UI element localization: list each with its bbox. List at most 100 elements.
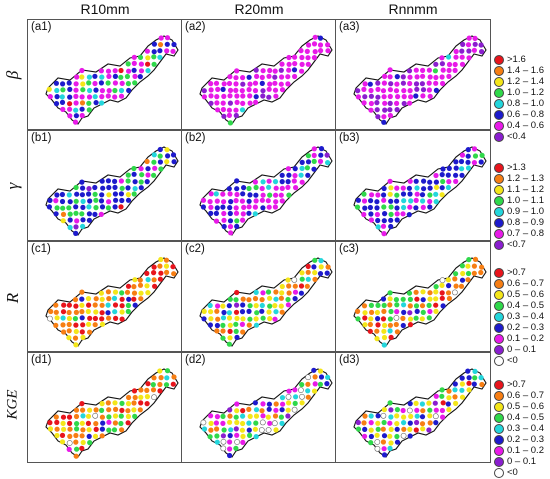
station-point [132,73,138,79]
station-point [471,263,477,269]
station-point [446,165,452,171]
station-point [355,308,361,314]
station-point [118,87,125,94]
station-point [394,421,400,427]
legend-item: >0.7 [494,267,550,279]
station-point [73,210,79,216]
station-point [234,223,240,229]
station-point [106,88,112,94]
basin-map [353,35,487,125]
station-point [459,61,466,67]
legend-label: 0.1 – 0.2 [507,445,544,456]
station-point [375,192,381,198]
legend-item: 0.2 – 0.3 [494,322,550,334]
legend-item: 0.8 – 0.9 [494,217,550,229]
station-point [214,100,220,106]
station-point [305,374,311,381]
station-point [170,264,176,270]
station-point [151,375,157,381]
station-point [414,419,420,426]
station-point [304,165,310,171]
station-point [407,191,413,197]
station-point [233,81,239,87]
station-point [145,277,151,283]
station-point [446,61,453,68]
station-point [367,321,373,328]
station-point [214,205,220,211]
station-point [291,67,298,73]
station-point [112,302,119,308]
station-point [381,328,387,334]
station-point [105,205,111,211]
station-point [311,41,318,47]
station-point [138,400,144,406]
legend-swatch [494,345,504,355]
station-point [453,178,459,184]
station-point [201,316,207,322]
station-point [394,100,400,106]
legend-item: 0.6 – 0.8 [494,109,550,121]
station-point [221,223,227,230]
station-point [382,322,388,328]
station-point [150,387,157,393]
legend-item: 0.1 – 0.2 [494,445,550,457]
station-point [285,277,291,283]
station-point [433,191,439,197]
station-point [286,54,292,61]
station-point [427,179,433,185]
station-point [252,426,258,432]
station-point [446,388,452,394]
station-point [407,74,413,80]
basin-boundary [353,146,487,236]
station-point [266,86,272,92]
station-point [118,74,124,80]
station-point [246,210,252,216]
station-point [452,67,458,73]
station-point [388,185,394,191]
station-point [273,289,279,295]
station-point [53,302,59,308]
station-point [407,204,413,210]
station-point [420,93,426,99]
legend-item: 1.0 – 1.1 [494,195,550,207]
station-point [387,74,393,80]
station-point [427,185,433,191]
station-point [220,322,226,328]
station-point [368,217,374,223]
station-point [258,427,265,433]
station-point [66,309,72,316]
station-point [465,270,472,277]
station-point [355,94,361,100]
legend-label: 0.9 – 1.0 [507,206,544,217]
station-point [119,303,125,309]
station-point [465,42,472,48]
station-point [54,192,60,198]
panel-label: (b2) [185,132,206,144]
station-point [279,87,286,93]
station-point [234,68,240,74]
station-point [214,328,220,334]
station-point [158,166,164,172]
legend-label: >1.6 [507,54,526,65]
station-point [234,334,240,340]
station-point [374,432,380,438]
station-point [226,310,232,316]
station-point [157,159,163,165]
station-point [213,191,219,197]
station-point [234,186,240,192]
legend-swatch [494,218,504,228]
panel-label: (d2) [185,354,206,366]
station-point [406,68,413,74]
station-point [151,172,157,178]
station-point [79,211,85,217]
station-point [164,147,170,153]
station-point [234,408,240,414]
column-title-r10mm: R10mm [80,1,130,17]
station-point [375,80,381,86]
station-point [99,204,106,210]
station-point [105,400,111,406]
legend-item: 1.2 – 1.3 [494,173,550,185]
station-point [420,87,427,93]
station-point [112,309,118,315]
station-point [374,439,381,445]
